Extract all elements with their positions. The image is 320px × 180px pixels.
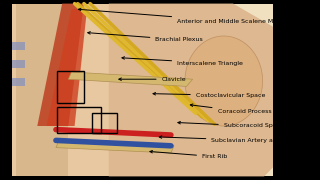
Polygon shape	[16, 4, 68, 176]
Text: Brachial Plexus: Brachial Plexus	[88, 32, 203, 42]
Bar	[6, 78, 25, 86]
Ellipse shape	[185, 36, 263, 126]
Bar	[274, 0, 311, 180]
Text: First Rib: First Rib	[150, 150, 227, 159]
Text: Costoclavicular Space: Costoclavicular Space	[153, 93, 265, 98]
Text: Coracoid Process: Coracoid Process	[190, 104, 271, 114]
Bar	[6, 42, 25, 50]
Bar	[0, 0, 12, 180]
Bar	[58, 107, 101, 133]
Polygon shape	[68, 72, 193, 86]
Text: Subclavian Artery and Vein: Subclavian Artery and Vein	[159, 136, 297, 143]
Bar	[92, 112, 116, 133]
Text: Anterior and Middle Scalene Muscles: Anterior and Middle Scalene Muscles	[78, 8, 293, 24]
Bar	[6, 60, 25, 68]
Polygon shape	[6, 4, 171, 176]
Text: Subcoracoid Space: Subcoracoid Space	[178, 122, 284, 129]
Bar	[58, 71, 84, 103]
Polygon shape	[47, 9, 87, 126]
Text: Interscalene Triangle: Interscalene Triangle	[122, 57, 243, 66]
Text: Clavicle: Clavicle	[119, 77, 186, 82]
Polygon shape	[37, 4, 84, 126]
Polygon shape	[56, 140, 174, 153]
Polygon shape	[109, 4, 305, 176]
